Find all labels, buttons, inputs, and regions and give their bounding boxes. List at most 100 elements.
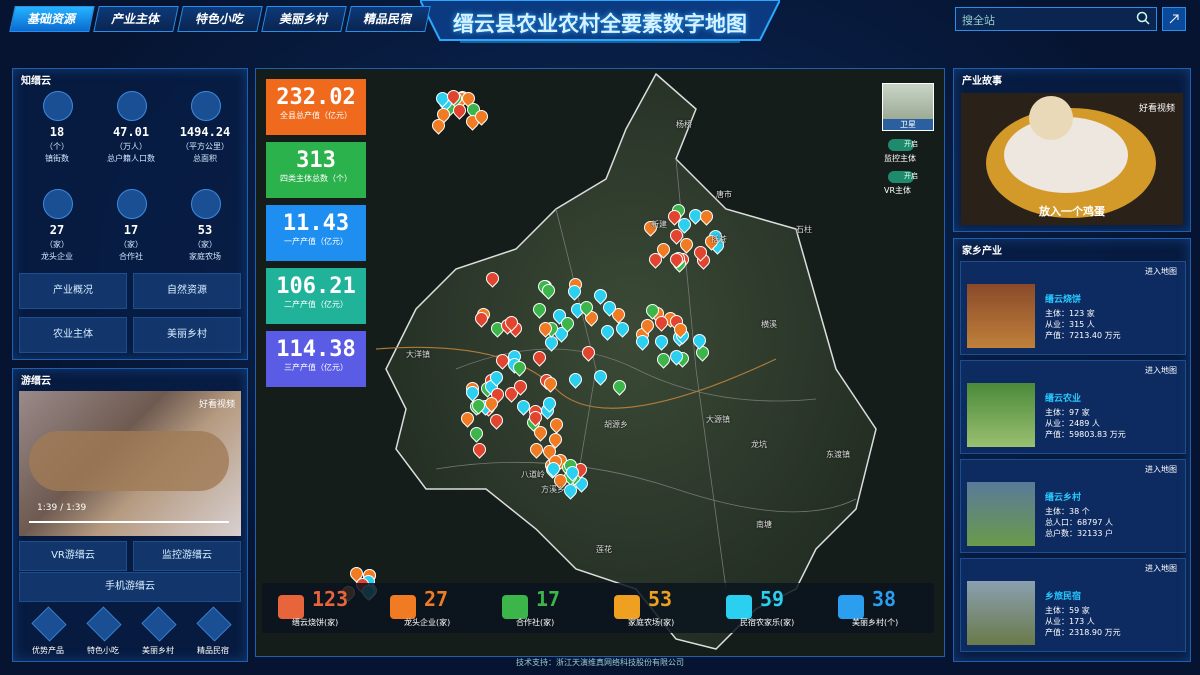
panel-title: 家乡产业 — [962, 246, 1002, 257]
search-box[interactable]: 搜全站 — [955, 7, 1157, 31]
place-name: 新建 — [651, 220, 667, 229]
place-name: 横溪 — [761, 320, 777, 329]
toggle-switch[interactable] — [888, 171, 914, 183]
nav-tab[interactable]: 特色小吃 — [177, 6, 263, 32]
enter-map-link[interactable]: 进入地图 — [1145, 366, 1177, 375]
item-image — [967, 581, 1035, 645]
you-panel: 游缙云 好看视频 1:39 / 1:39 VR游缙云 监控游缙云 手机游缙云 优势产品… — [12, 368, 248, 662]
banner-shape — [418, 0, 782, 43]
item-line: 主体：123 家 — [1045, 309, 1095, 318]
stat-icon — [726, 595, 752, 619]
item-name: 缙云乡村 — [1045, 493, 1082, 503]
item-line: 产值：2318.90 万元 — [1045, 628, 1121, 637]
icon-tile[interactable] — [31, 606, 67, 642]
nav-tab[interactable]: 基础资源 — [9, 6, 95, 32]
nav-button[interactable]: 美丽乡村 — [133, 317, 241, 353]
enter-map-link[interactable]: 进入地图 — [1145, 465, 1177, 474]
stat-icon — [278, 595, 304, 619]
kpi-value: 106.21 — [276, 274, 356, 299]
kpi-label: 全县总产值（亿元） — [280, 111, 352, 120]
place-name: 杨桥 — [676, 120, 692, 129]
tour-button[interactable]: 手机游缙云 — [19, 572, 241, 602]
map-canvas[interactable] — [256, 69, 944, 656]
item-image — [967, 284, 1035, 348]
layer-label: 卫星 — [883, 119, 933, 130]
story-brand: 好看视频 — [1138, 104, 1175, 114]
item-line: 主体：38 个 — [1045, 507, 1090, 516]
stat-label: 镇街数 — [45, 154, 69, 163]
stat-icon — [43, 189, 73, 219]
stat-icon — [117, 189, 147, 219]
zhi-panel: 知缙云 18 （个） 镇街数 47.01 （万人） 总户籍人口数 1494.24 （平方公里）… — [12, 68, 248, 360]
place-name: 括苍 — [711, 235, 727, 244]
layer-switch[interactable]: 卫星 — [882, 83, 934, 131]
item-image — [967, 482, 1035, 546]
stat-value: 18 — [49, 125, 65, 139]
stat-icon — [838, 595, 864, 619]
item-line: 主体：97 家 — [1045, 408, 1090, 417]
panel-title: 知缙云 — [21, 76, 51, 87]
page-title: 缙云县农业农村全要素数字地图 — [453, 12, 747, 36]
kpi-value: 114.38 — [276, 337, 356, 362]
icon-tile[interactable] — [86, 606, 122, 642]
icon-label: 优势产品 — [32, 646, 64, 655]
kpi-label: 三产产值（亿元） — [284, 363, 348, 372]
icon-label: 美丽乡村 — [142, 646, 174, 655]
place-name: 八道岭 — [521, 470, 545, 479]
icon-tile[interactable] — [141, 606, 177, 642]
toggle-state: 开启 — [904, 172, 918, 180]
toggle-label: VR主体 — [884, 186, 912, 195]
kpi-card: 232.02 全县总产值（亿元） — [266, 79, 366, 135]
toggle-state: 开启 — [904, 140, 918, 148]
stat-value: 59 — [760, 587, 785, 611]
stat-label: 合作社 — [119, 252, 143, 261]
enter-map-link[interactable]: 进入地图 — [1145, 564, 1177, 573]
item-line: 总人口：68797 人 — [1045, 518, 1113, 527]
place-name: 方溪乡 — [541, 485, 565, 494]
map-panel: 卫星 杨桥 括苍 唐市 新建 横溪 石柱 胡源乡 八道岭 方溪乡 大源镇 东渡镇 龙坑 大洋镇 莲花 南塘 2… — [255, 68, 945, 657]
video-frame — [29, 431, 229, 491]
stat-label: 龙头企业(家) — [404, 618, 451, 627]
toggle-label: 监控主体 — [884, 154, 916, 163]
kpi-value: 11.43 — [282, 211, 350, 236]
place-name: 龙坑 — [751, 440, 767, 449]
nav-tab[interactable]: 精品民宿 — [345, 6, 431, 32]
video-progress[interactable] — [29, 521, 229, 523]
place-name: 大洋镇 — [406, 350, 430, 359]
enter-map-link[interactable]: 进入地图 — [1145, 267, 1177, 276]
kpi-card: 114.38 三产产值（亿元） — [266, 331, 366, 387]
video-time: 1:39 / 1:39 — [37, 503, 87, 513]
kpi-card: 313 四类主体总数（个） — [266, 142, 366, 198]
stat-bar: 123 缙云烧饼(家) 27 龙头企业(家) 17 合作社(家) 53 家庭农场(家) 59 民宿… — [262, 583, 934, 633]
stat-value: 17 — [123, 223, 139, 237]
industry-panel: 家乡产业 进入地图 缙云烧饼 主体：123 家从业：315 人产值：7213.40 … — [953, 238, 1191, 662]
stat-unit: （家） — [119, 240, 143, 249]
kpi-label: 一产产值（亿元） — [284, 237, 348, 246]
story-image — [986, 96, 1156, 218]
toggle-switch[interactable] — [888, 139, 914, 151]
tour-button[interactable]: 监控游缙云 — [133, 541, 241, 571]
video-player[interactable]: 好看视频 1:39 / 1:39 — [19, 391, 241, 536]
icon-tile[interactable] — [196, 606, 232, 642]
stat-label: 总户籍人口数 — [107, 154, 155, 163]
stat-unit: （平方公里） — [181, 142, 229, 151]
expand-button[interactable] — [1162, 7, 1186, 31]
nav-tab[interactable]: 美丽乡村 — [261, 6, 347, 32]
stat-value: 123 — [312, 587, 349, 611]
expand-icon — [1169, 14, 1179, 24]
stat-unit: （万人） — [115, 142, 147, 151]
stat-value: 27 — [424, 587, 449, 611]
industry-item: 进入地图 缙云农业 主体：97 家从业：2489 人产值：59803.83 万元 — [960, 360, 1186, 454]
nav-button[interactable]: 自然资源 — [133, 273, 241, 309]
nav-button[interactable]: 农业主体 — [19, 317, 127, 353]
item-line: 从业：2489 人 — [1045, 419, 1100, 428]
kpi-card: 11.43 一产产值（亿元） — [266, 205, 366, 261]
kpi-label: 二产产值（亿元） — [284, 300, 348, 309]
nav-button[interactable]: 产业概况 — [19, 273, 127, 309]
story-video[interactable]: 好看视频 放入一个鸡蛋 — [961, 93, 1183, 225]
place-name: 莲花 — [596, 545, 612, 554]
stat-label: 美丽乡村(个) — [852, 618, 899, 627]
stat-label: 合作社(家) — [516, 618, 555, 627]
tour-button[interactable]: VR游缙云 — [19, 541, 127, 571]
nav-tab[interactable]: 产业主体 — [93, 6, 179, 32]
